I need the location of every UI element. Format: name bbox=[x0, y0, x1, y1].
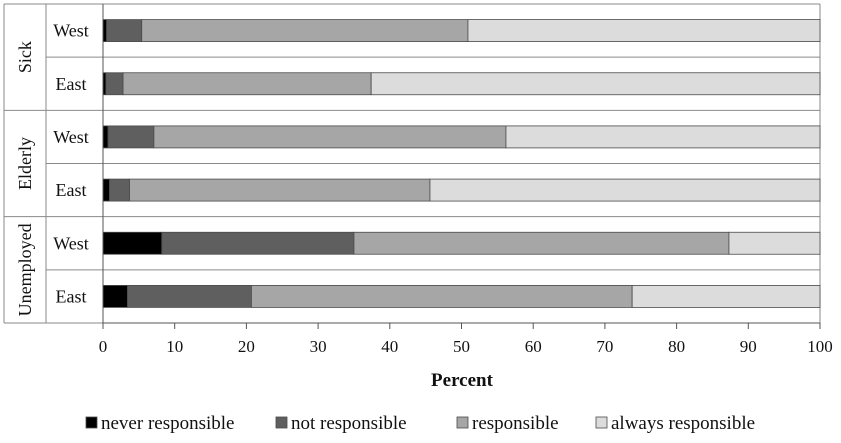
x-tick-label: 90 bbox=[740, 337, 757, 356]
bar-segment bbox=[109, 178, 130, 202]
bar-segment bbox=[153, 125, 507, 149]
bar-segment bbox=[467, 19, 821, 42]
bar-segment bbox=[102, 19, 107, 42]
bar-segment bbox=[353, 231, 730, 255]
bar-segment bbox=[161, 231, 355, 255]
x-tick-label: 100 bbox=[807, 337, 833, 356]
row-label: West bbox=[53, 127, 89, 147]
legend-label: not responsible bbox=[291, 413, 407, 434]
group-labels: Sick Elderly Unemployed bbox=[15, 41, 35, 316]
bar-segment bbox=[102, 178, 110, 202]
x-tick-label: 10 bbox=[166, 337, 183, 356]
row-labels: West East West East West East bbox=[53, 21, 89, 307]
x-axis-label: Percent bbox=[431, 370, 494, 391]
row-label: West bbox=[53, 21, 89, 41]
bar-segment bbox=[126, 285, 252, 308]
bar-segment bbox=[102, 231, 163, 255]
bar-segment bbox=[141, 19, 469, 42]
bars bbox=[102, 19, 821, 308]
x-tick-label: 40 bbox=[381, 337, 398, 356]
bar-segment bbox=[122, 72, 372, 96]
legend-swatch bbox=[275, 416, 288, 429]
bar-segment bbox=[102, 125, 109, 149]
row-label: East bbox=[56, 180, 87, 200]
bar-segment bbox=[129, 178, 431, 202]
legend-label: always responsible bbox=[611, 413, 755, 434]
group-frame bbox=[3, 3, 821, 324]
row-label: East bbox=[56, 286, 87, 306]
x-tick-label: 30 bbox=[310, 337, 327, 356]
x-tick-label: 20 bbox=[238, 337, 255, 356]
x-tick-label: 70 bbox=[596, 337, 613, 356]
row-label: West bbox=[53, 233, 89, 253]
bar-segment bbox=[370, 72, 821, 96]
bar-segment bbox=[251, 285, 633, 308]
legend-label: responsible bbox=[472, 413, 559, 434]
bar-segment bbox=[429, 178, 821, 202]
row-label: East bbox=[56, 74, 87, 94]
legend-label: never responsible bbox=[101, 413, 234, 434]
x-tick-label: 60 bbox=[525, 337, 542, 356]
bar-segment bbox=[102, 285, 128, 308]
legend-swatch bbox=[456, 416, 469, 429]
group-label: Sick bbox=[15, 41, 35, 73]
bar-segment bbox=[107, 125, 155, 149]
x-tick-label: 50 bbox=[453, 337, 470, 356]
legend-swatch bbox=[85, 416, 98, 429]
bar-segment bbox=[106, 19, 143, 42]
x-axis: 0 10 20 30 40 50 60 70 80 90 100 bbox=[99, 4, 833, 356]
bar-segment bbox=[728, 231, 821, 255]
x-tick-label: 0 bbox=[99, 337, 108, 356]
bar-segment bbox=[505, 125, 821, 149]
bar-segment bbox=[631, 285, 821, 308]
bar-segment bbox=[105, 72, 124, 96]
x-tick-label: 80 bbox=[668, 337, 685, 356]
legend-swatch bbox=[595, 416, 608, 429]
legend: never responsible not responsible responsi… bbox=[85, 413, 755, 434]
group-label: Unemployed bbox=[15, 223, 35, 316]
group-label: Elderly bbox=[15, 137, 35, 190]
